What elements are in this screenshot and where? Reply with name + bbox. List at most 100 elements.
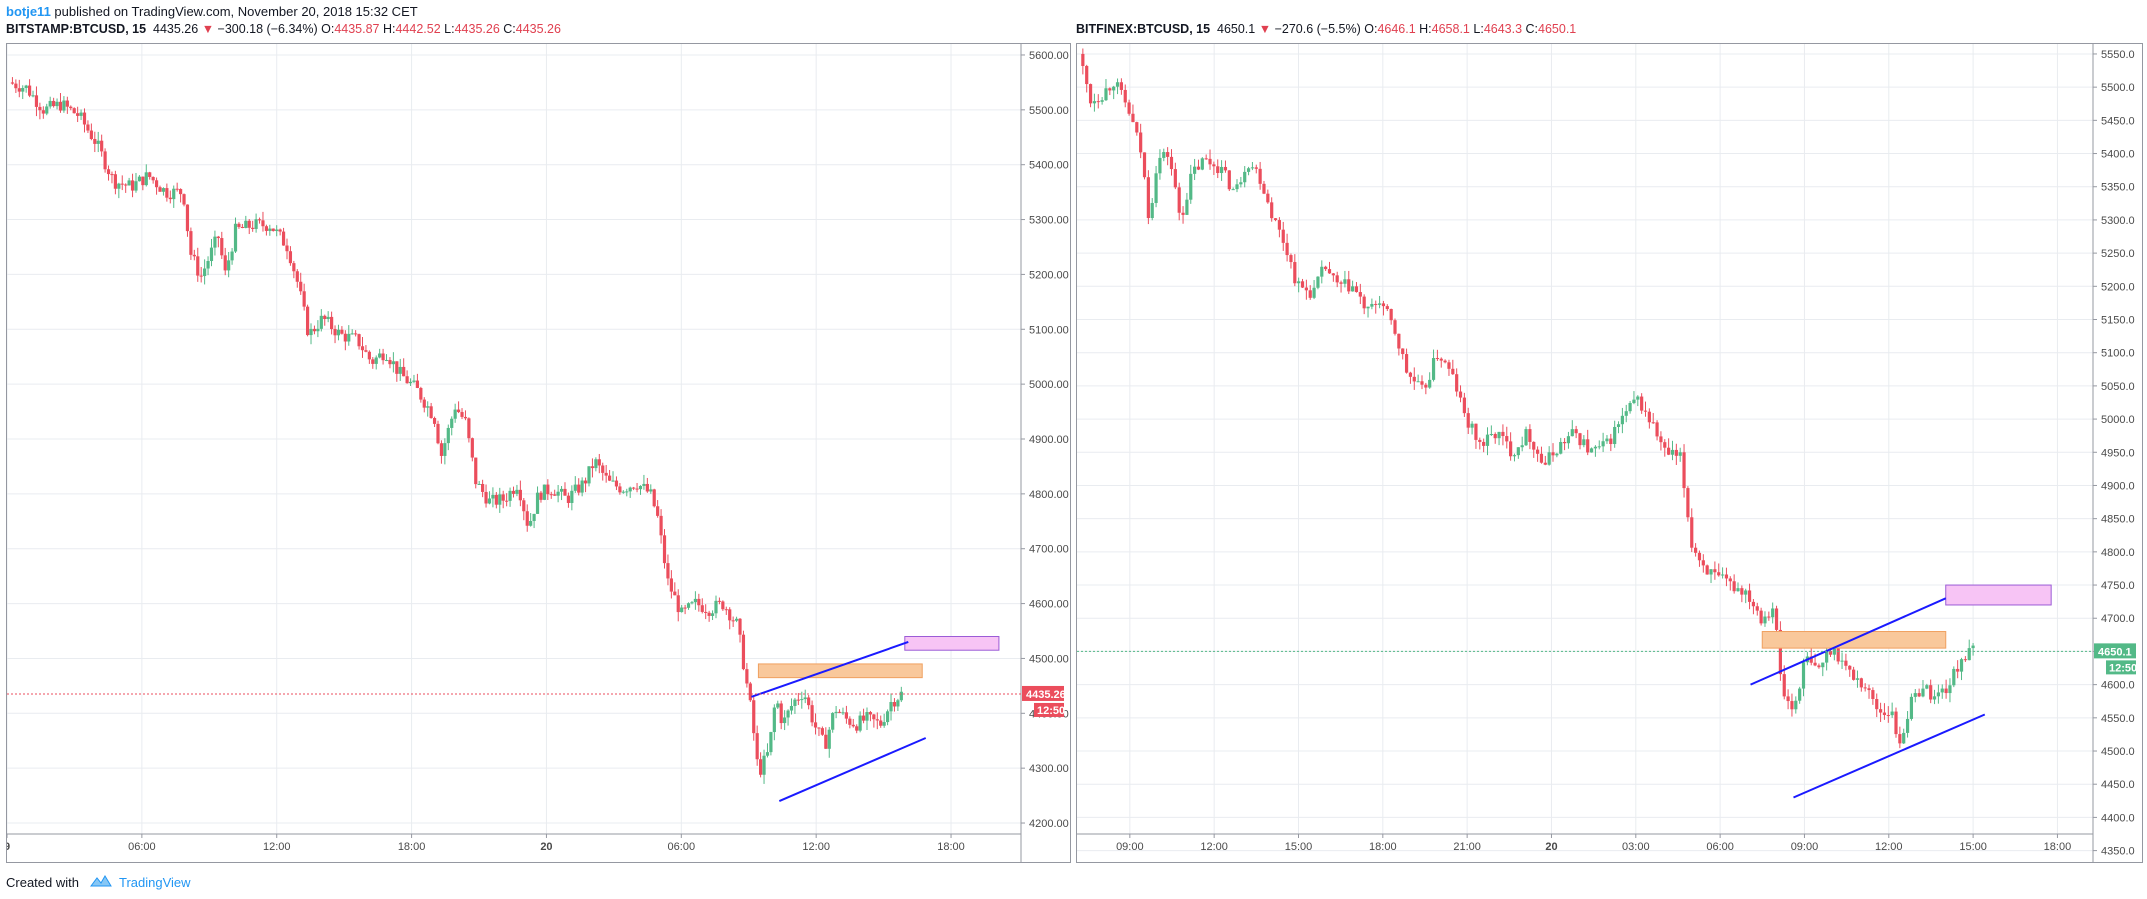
candle-down — [796, 699, 800, 701]
candle-up — [1589, 448, 1594, 453]
candle-down — [539, 492, 543, 500]
candle-up — [885, 711, 890, 723]
candle-up — [1115, 82, 1120, 87]
candle-down — [1778, 629, 1782, 675]
candle-down — [86, 124, 90, 131]
tradingview-link[interactable]: TradingView — [118, 875, 191, 890]
y-tick-label: 5500.0 — [2101, 82, 2135, 94]
candle-up — [714, 600, 718, 614]
candle-up — [21, 87, 25, 92]
chart-canvas[interactable]: 5550.0 5500.0 5450.0 5400.0 5350.0 5300.0 5250… — [1077, 44, 2142, 862]
y-tick-label: 4700.0 — [2101, 613, 2135, 625]
candle-down — [415, 380, 420, 388]
chart-canvas[interactable]: 5600.00 5500.00 5400.00 5300.00 5200.00 5100.… — [4, 44, 1070, 862]
candle-up — [1351, 286, 1355, 292]
resistance-zone — [757, 663, 923, 679]
symbol-label[interactable]: BITFINEX:BTCUSD, 15 — [1076, 22, 1211, 36]
candle-down — [1528, 429, 1532, 442]
candle-down — [1501, 431, 1505, 437]
candle-down — [1659, 436, 1663, 443]
candle-up — [450, 418, 454, 428]
candle-down — [1339, 282, 1343, 284]
candle-down — [704, 611, 708, 613]
candle-down — [1281, 229, 1285, 243]
candle-up — [1593, 446, 1598, 449]
candle-down — [604, 472, 608, 476]
trendline-upper — [1750, 597, 1947, 686]
candle-down — [1389, 308, 1393, 321]
high-label: H: — [382, 22, 396, 36]
candle-down — [1609, 438, 1613, 445]
candle-up — [309, 328, 313, 336]
candle-down — [1774, 608, 1779, 630]
candle-down — [422, 399, 426, 408]
candle-down — [1474, 423, 1478, 440]
candle-down — [1786, 696, 1790, 702]
candle-down — [371, 359, 375, 364]
countdown-badge — [1034, 702, 1064, 717]
low-value: 4435.26 — [454, 22, 500, 36]
candle-up — [477, 483, 481, 485]
candle-up — [508, 490, 512, 501]
candle-up — [31, 95, 35, 97]
candle-up — [378, 353, 382, 358]
candle-down — [192, 254, 196, 257]
candle-down — [1751, 601, 1756, 607]
candle-down — [1439, 358, 1443, 361]
chart-panel-bitstamp[interactable]: 5600.00 5500.00 5400.00 5300.00 5200.00 5100.… — [4, 43, 1071, 863]
footer: Created with TradingView — [6, 874, 191, 891]
low-label: L: — [444, 22, 455, 36]
candle-down — [1085, 65, 1089, 85]
candle-up — [1720, 574, 1725, 576]
candle-down — [851, 724, 855, 727]
candle-down — [1532, 441, 1536, 450]
candle-up — [1246, 168, 1251, 172]
chart-panel-bitfinex[interactable]: 5550.0 5500.0 5450.0 5400.0 5350.0 5300.0 5250… — [1076, 43, 2143, 863]
candle-up — [1416, 381, 1420, 383]
candle-up — [275, 229, 279, 232]
candle-up — [611, 480, 615, 482]
change-value: −300.18 (−6.34%) — [217, 22, 318, 36]
last-price-label: 4650.1 — [2098, 646, 2132, 658]
candle-down — [1277, 220, 1281, 230]
candle-down — [875, 719, 879, 721]
candle-up — [1512, 455, 1517, 457]
candle-down — [1108, 88, 1112, 91]
candle-down — [72, 108, 76, 114]
candle-down — [388, 359, 392, 365]
candle-down — [299, 281, 303, 292]
candle-down — [1767, 616, 1771, 618]
y-tick-label: 4600.00 — [1029, 599, 1069, 611]
candle-down — [1139, 132, 1143, 153]
candle-up — [515, 489, 519, 494]
candle-down — [879, 720, 883, 726]
candle-down — [1817, 665, 1821, 668]
candle-down — [1651, 422, 1655, 424]
candle-down — [27, 85, 32, 96]
candle-up — [1162, 152, 1166, 158]
y-tick-label: 4700.00 — [1029, 544, 1069, 556]
candle-up — [529, 520, 533, 526]
candle-down — [868, 712, 873, 715]
author-link[interactable]: botje11 — [6, 4, 51, 19]
candle-down — [1643, 410, 1648, 412]
candle-down — [1828, 650, 1833, 655]
close-value: 4435.26 — [515, 22, 561, 36]
candle-down — [549, 494, 553, 496]
candle-down — [1917, 693, 1921, 697]
candle-down — [1393, 320, 1397, 334]
candle-down — [1705, 565, 1709, 575]
candle-up — [384, 359, 389, 361]
candle-down — [1852, 669, 1856, 680]
candle-down — [1289, 255, 1293, 263]
candle-down — [1173, 169, 1177, 188]
candle-up — [625, 491, 629, 493]
y-tick-label: 5000.00 — [1029, 379, 1069, 391]
candle-up — [209, 247, 214, 262]
candle-down — [484, 491, 488, 504]
symbol-label[interactable]: BITSTAMP:BTCUSD, 15 — [6, 22, 147, 36]
candle-up — [134, 181, 138, 191]
y-tick-label: 5250.0 — [2101, 248, 2135, 260]
candle-up — [1370, 303, 1374, 307]
candle-up — [1890, 711, 1894, 716]
